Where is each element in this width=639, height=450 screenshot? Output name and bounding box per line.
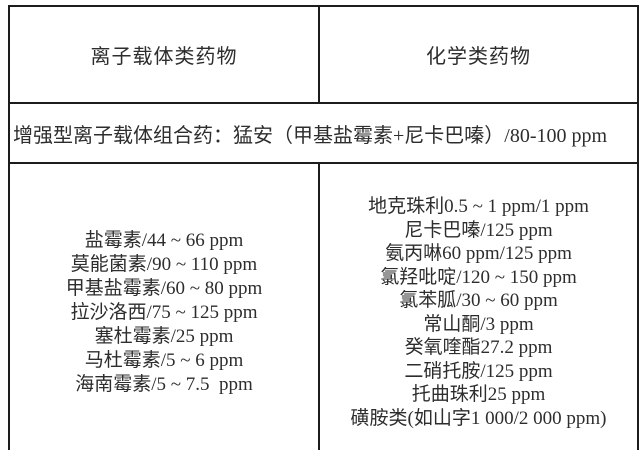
drug-entry: 癸氧喹酯27.2 ppm: [404, 337, 553, 358]
header-chemical-drugs: 化学类药物: [320, 7, 637, 104]
drug-entry: 地克珠利0.5 ~ 1 ppm/1 ppm: [368, 196, 589, 217]
combo-drug-row: 增强型离子载体组合药：猛安（甲基盐霉素+尼卡巴嗪）/80-100 ppm: [10, 104, 637, 164]
drug-entry: 拉沙洛西/75 ~ 125 ppm: [70, 301, 258, 323]
drug-entry: 海南霉素/5 ~ 7.5 ppm: [75, 373, 253, 395]
drug-entry: 氯苯胍/30 ~ 60 ppm: [399, 290, 558, 311]
drug-entry: 尼卡巴嗪/125 ppm: [404, 219, 553, 241]
chemical-drug-list: 地克珠利0.5 ~ 1 ppm/1 ppm 尼卡巴嗪/125 ppm 氨丙啉60 p…: [320, 164, 637, 450]
drug-table: 离子载体类药物 化学类药物 增强型离子载体组合药：猛安（甲基盐霉素+尼卡巴嗪）/…: [8, 5, 639, 450]
header-ionophore-drugs: 离子载体类药物: [10, 7, 320, 104]
drug-entry: 甲基盐霉素/60 ~ 80 ppm: [65, 277, 263, 299]
drug-entry: 氯羟吡啶/120 ~ 150 ppm: [380, 266, 577, 288]
drug-entry: 盐霉素/44 ~ 66 ppm: [84, 229, 244, 251]
drug-entry: 磺胺类(如山字1 000/2 000 ppm): [350, 407, 607, 429]
drug-entry: 常山酮/3 ppm: [423, 313, 534, 335]
drug-entry: 氨丙啉60 ppm/125 ppm: [385, 243, 572, 264]
drug-entry: 马杜霉素/5 ~ 6 ppm: [84, 349, 244, 371]
drug-entry: 二硝托胺/125 ppm: [404, 360, 553, 382]
drug-entry: 塞杜霉素/25 ppm: [94, 325, 234, 347]
drug-entry: 莫能菌素/90 ~ 110 ppm: [70, 253, 258, 275]
drug-entry: 托曲珠利25 ppm: [411, 384, 546, 405]
ionophore-drug-list: 盐霉素/44 ~ 66 ppm 莫能菌素/90 ~ 110 ppm 甲基盐霉素/60…: [10, 164, 320, 450]
